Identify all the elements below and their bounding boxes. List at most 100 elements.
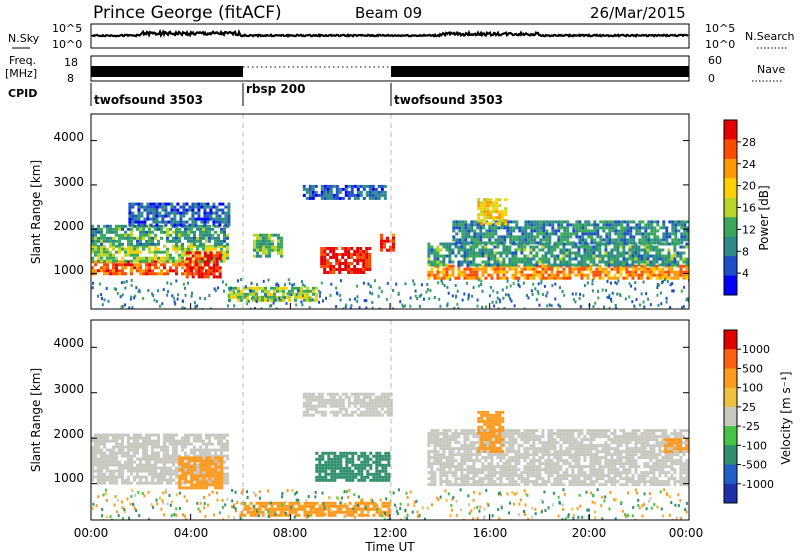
power-colorbar-tick-6: 28	[742, 136, 756, 149]
power-range-label: Slant Range [km]	[29, 160, 43, 264]
time-axis-label: Time UT	[364, 540, 415, 554]
velocity-colorbar-tick-1: 500	[742, 362, 763, 375]
noise-tick-top-left: 10^5	[52, 22, 82, 35]
noise-trace	[91, 28, 689, 38]
velocity-colorbar-tick-5: -100	[742, 439, 767, 452]
velocity-colorbar-swatch-3	[724, 387, 737, 408]
time-tick-2: 08:00	[273, 526, 308, 540]
power-feature-5	[320, 247, 372, 274]
power-feature-4	[185, 251, 222, 279]
velocity-colorbar-label: Velocity [m s⁻¹]	[779, 371, 793, 464]
power-colorbar-swatch-7	[724, 256, 737, 276]
velocity-feature-4	[240, 501, 391, 517]
velocity-colorbar-swatch-0	[724, 330, 737, 350]
velocity-heatmap	[91, 392, 689, 520]
freq-panel: Freq. [MHz] 18 8 60 0 Nave	[5, 54, 785, 85]
power-colorbar-tick-4: 20	[742, 180, 756, 193]
power-colorbar-swatch-1	[724, 139, 737, 160]
power-feature-13	[228, 286, 318, 302]
power-colorbar-tick-2: 12	[742, 223, 756, 236]
power-colorbar-swatch-6	[724, 236, 737, 257]
power-feature-6	[380, 233, 395, 252]
velocity-feature-1	[178, 456, 224, 490]
noise-panel: N.Sky 10^5 10^0 10^5 10^0 N.Search	[8, 22, 795, 51]
power-colorbar-label: Power [dB]	[757, 185, 771, 250]
velocity-colorbar-swatch-8	[724, 483, 737, 504]
noise-tick-bottom-right: 10^0	[705, 38, 735, 51]
power-colorbar-swatch-5	[724, 217, 737, 238]
power-feature-2	[91, 224, 229, 246]
velocity-noise	[91, 488, 689, 520]
nave-tick-top: 60	[708, 54, 722, 67]
velocity-colorbar-swatch-5	[724, 426, 737, 446]
velocity-feature-6	[477, 410, 505, 453]
power-feature-11	[452, 220, 689, 245]
power-colorbar-swatch-2	[724, 158, 737, 179]
power-feature-9	[427, 264, 689, 280]
velocity-colorbar-tick-3: 25	[742, 401, 756, 414]
power-colorbar-tick-1: 8	[742, 245, 749, 258]
noise-tick-top-right: 10^5	[705, 22, 735, 35]
velocity-feature-2	[315, 451, 391, 482]
time-tick-6: 00:00	[669, 526, 704, 540]
velocity-colorbar-tick-4: -25	[742, 420, 760, 433]
freq-bar-2	[391, 66, 689, 77]
power-feature-10	[427, 242, 689, 267]
power-colorbar-swatch-3	[724, 178, 737, 199]
velocity-range-label: Slant Range [km]	[29, 368, 43, 472]
velocity-feature-3	[302, 392, 393, 417]
velocity-colorbar-tick-6: -500	[742, 459, 767, 472]
power-colorbar-swatch-4	[724, 197, 737, 218]
station-title: Prince George (fitACF)	[93, 3, 282, 23]
freq-label-2: [MHz]	[5, 67, 37, 80]
power-colorbar-tick-0: 4	[742, 267, 749, 280]
power-range-tick-3000: 3000	[53, 175, 84, 189]
velocity-range-tick-2000: 2000	[53, 427, 84, 441]
velocity-colorbar-swatch-6	[724, 445, 737, 465]
noise-right-label: N.Search	[745, 30, 795, 43]
power-colorbar-swatch-0	[724, 120, 737, 140]
freq-tick-top: 18	[64, 56, 78, 69]
power-colorbar-tick-3: 16	[742, 202, 756, 215]
power-colorbar-swatch-8	[724, 275, 737, 296]
cpid-segment-3: twofsound 3503	[394, 93, 503, 107]
power-noise	[91, 278, 689, 309]
power-feature-8	[253, 233, 283, 258]
cpid-row: CPID twofsound 3503 rbsp 200 twofsound 3…	[8, 82, 503, 107]
power-colorbar: 4 8 12 16 20 24 28 Power [dB]	[723, 119, 771, 296]
freq-label-1: Freq.	[9, 54, 36, 67]
freq-tick-bottom: 8	[67, 72, 74, 85]
noise-tick-bottom-left: 10^0	[52, 38, 82, 51]
power-range-tick-1000: 1000	[53, 263, 84, 277]
velocity-feature-5	[427, 429, 689, 487]
power-heatmap	[91, 184, 689, 309]
velocity-colorbar-swatch-7	[724, 464, 737, 485]
velocity-feature-7	[664, 438, 689, 454]
time-tick-0: 00:00	[74, 526, 109, 540]
nave-tick-bottom: 0	[708, 72, 715, 85]
velocity-colorbar-swatch-1	[724, 349, 737, 369]
date-label: 26/Mar/2015	[590, 4, 686, 22]
time-tick-5: 20:00	[572, 526, 607, 540]
power-feature-12	[477, 198, 508, 226]
power-range-tick-4000: 4000	[53, 130, 84, 144]
velocity-colorbar-tick-0: 1000	[742, 343, 770, 356]
velocity-colorbar-tick-7: -1000	[742, 478, 774, 491]
beam-label: Beam 09	[355, 4, 422, 22]
power-colorbar-tick-5: 24	[742, 158, 756, 171]
nave-label: Nave	[757, 63, 785, 76]
power-panel: Slant Range [km] 1000 2000 3000 4000	[29, 113, 690, 310]
time-tick-4: 16:00	[473, 526, 508, 540]
velocity-colorbar: 1000 500 100 25 -25 -100 -500 -1000 Velocity [m…	[723, 329, 793, 504]
cpid-segment-1: twofsound 3503	[94, 93, 203, 107]
cpid-segment-2: rbsp 200	[246, 82, 305, 96]
noise-left-label: N.Sky	[8, 32, 40, 45]
time-tick-1: 04:00	[174, 526, 209, 540]
time-axis: 00:00 04:00 08:00 12:00 16:00 20:00 00:0…	[74, 526, 704, 554]
velocity-panel: Slant Range [km] 1000 2000 3000 4000	[29, 319, 690, 521]
power-feature-3	[128, 202, 231, 227]
velocity-range-tick-4000: 4000	[53, 336, 84, 350]
velocity-range-tick-3000: 3000	[53, 382, 84, 396]
velocity-range-tick-1000: 1000	[53, 471, 84, 485]
